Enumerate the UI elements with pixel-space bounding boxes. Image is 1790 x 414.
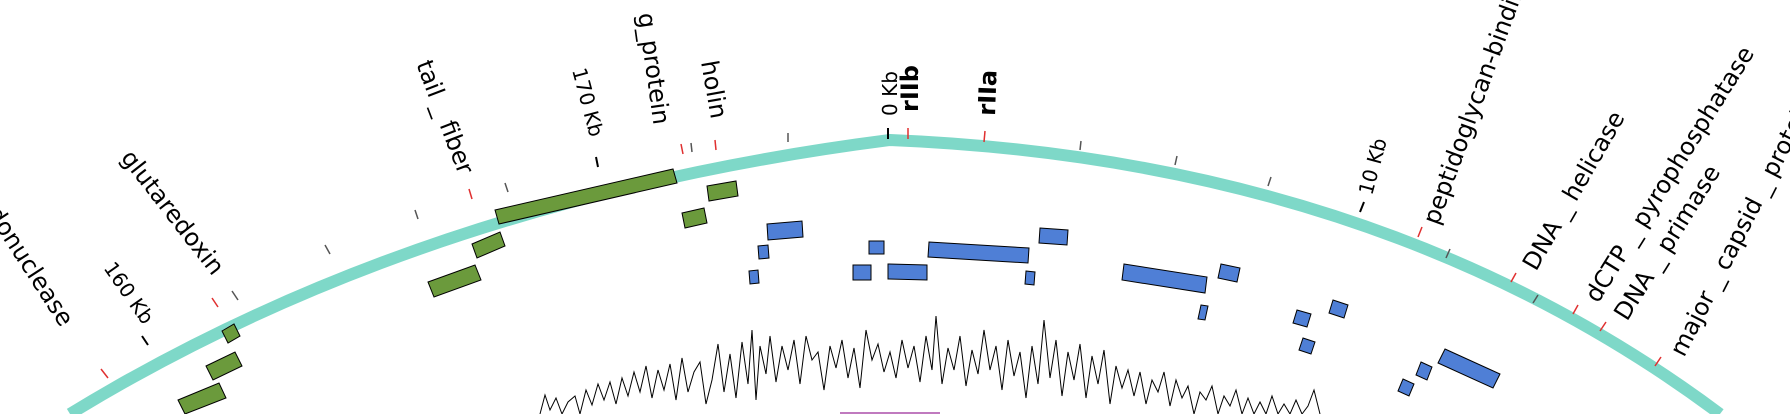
gene-box (1328, 299, 1349, 319)
gene-box (887, 263, 928, 281)
gene-label-rllb: rIIb (896, 65, 924, 112)
scale-label-10: 10 Kb (1354, 135, 1392, 197)
scale-ticks (141, 128, 1365, 346)
gene-box (766, 220, 804, 241)
gene-box (1298, 337, 1316, 355)
gene-label-ticks (100, 128, 1662, 379)
gene-label-glutaredoxin: glutaredoxin (115, 144, 230, 280)
gene-box (427, 264, 482, 298)
gene-box (1024, 270, 1036, 286)
gene-box (177, 382, 227, 414)
scale-label-0: 0 Kb (878, 71, 902, 116)
gene-box (1415, 361, 1433, 381)
scale-label-160: 160 Kb (99, 257, 159, 328)
gene-box (1217, 263, 1241, 283)
gene-box (1038, 227, 1069, 246)
gene-label-tail-fiber: tail _ fiber (410, 56, 479, 178)
gene-box (748, 269, 760, 285)
gene-box (868, 240, 885, 255)
gene-box (681, 207, 708, 229)
scale-label-170: 170 Kb (567, 65, 608, 139)
gene-label-rlla: rIIa (973, 69, 1003, 116)
gene-box (205, 351, 243, 381)
gene-box (494, 168, 678, 225)
gene-box (1121, 263, 1208, 294)
gene-box (852, 264, 872, 281)
gc-content-trace (539, 315, 1321, 414)
gene-label-holin: holin (695, 58, 733, 120)
gene-label-g-protein: g_protein (632, 11, 675, 126)
forward-genes (177, 168, 739, 414)
gene-box (1397, 378, 1415, 397)
gene-label-endonuclease: endonuclease (0, 176, 79, 331)
gene-box (927, 241, 1030, 264)
reverse-genes (748, 220, 1501, 397)
gene-label-peptidoglycan: peptidoglycan-binding (1417, 0, 1535, 228)
backbone-ticks (231, 133, 1539, 304)
gene-box (1292, 309, 1312, 328)
gene-box (221, 323, 241, 344)
gene-box (706, 180, 739, 202)
gene-box (757, 244, 770, 260)
gene-box (1197, 304, 1209, 321)
gene-box (471, 231, 506, 259)
gene-box (1437, 348, 1501, 389)
genome-backbone-ring (66, 133, 1724, 414)
